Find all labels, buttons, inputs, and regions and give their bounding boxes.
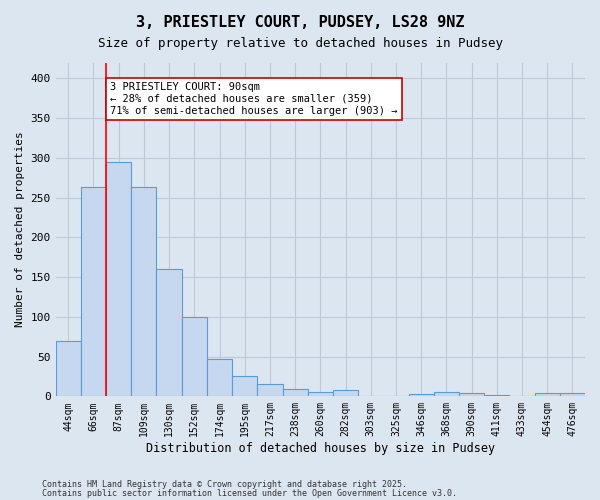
Bar: [157, 269, 182, 396]
Bar: [560, 393, 585, 396]
Bar: [283, 389, 308, 396]
Bar: [131, 188, 157, 396]
Bar: [232, 376, 257, 396]
Bar: [434, 392, 459, 396]
Bar: [257, 384, 283, 396]
X-axis label: Distribution of detached houses by size in Pudsey: Distribution of detached houses by size …: [146, 442, 495, 455]
Bar: [207, 359, 232, 397]
Bar: [81, 188, 106, 396]
Bar: [56, 340, 81, 396]
Bar: [106, 162, 131, 396]
Bar: [182, 317, 207, 396]
Bar: [409, 394, 434, 396]
Y-axis label: Number of detached properties: Number of detached properties: [15, 132, 25, 328]
Text: Contains public sector information licensed under the Open Government Licence v3: Contains public sector information licen…: [42, 489, 457, 498]
Text: 3, PRIESTLEY COURT, PUDSEY, LS28 9NZ: 3, PRIESTLEY COURT, PUDSEY, LS28 9NZ: [136, 15, 464, 30]
Bar: [535, 393, 560, 396]
Bar: [308, 392, 333, 396]
Text: Contains HM Land Registry data © Crown copyright and database right 2025.: Contains HM Land Registry data © Crown c…: [42, 480, 407, 489]
Bar: [484, 394, 509, 396]
Text: Size of property relative to detached houses in Pudsey: Size of property relative to detached ho…: [97, 38, 503, 51]
Bar: [333, 390, 358, 396]
Bar: [459, 393, 484, 396]
Text: 3 PRIESTLEY COURT: 90sqm
← 28% of detached houses are smaller (359)
71% of semi-: 3 PRIESTLEY COURT: 90sqm ← 28% of detach…: [110, 82, 397, 116]
